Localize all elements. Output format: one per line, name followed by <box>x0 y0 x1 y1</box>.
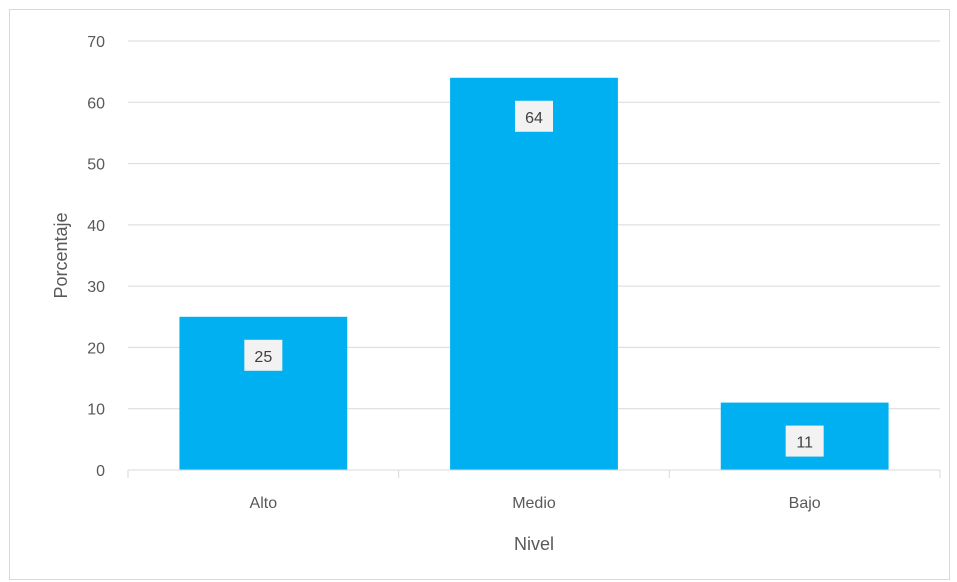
x-axis <box>127 469 941 478</box>
x-tick-label: Alto <box>250 495 278 512</box>
y-tick-labels: 0 10 20 30 40 50 60 70 <box>87 34 105 480</box>
y-tick-label: 30 <box>87 279 105 296</box>
y-tick-label: 10 <box>87 402 105 419</box>
data-label: 64 <box>525 110 543 127</box>
bar-alto <box>179 316 348 470</box>
y-tick-label: 50 <box>87 157 105 174</box>
y-tick-label: 60 <box>87 95 105 112</box>
bars <box>179 77 889 471</box>
bar-medio <box>450 77 618 471</box>
data-labels: 25 64 11 <box>244 100 824 457</box>
y-tick-label: 20 <box>87 340 105 357</box>
data-label: 25 <box>254 349 272 366</box>
x-axis-title: Nivel <box>514 534 554 554</box>
x-tick-labels: Alto Medio Bajo <box>250 495 821 512</box>
y-tick-label: 70 <box>87 34 105 51</box>
data-label-box <box>785 425 824 457</box>
x-tick-label: Medio <box>512 495 556 512</box>
data-label-box <box>244 339 283 371</box>
y-tick-label: 40 <box>87 218 105 235</box>
y-axis-title: Porcentaje <box>51 212 71 298</box>
y-tick-label: 0 <box>96 463 105 480</box>
x-tick-label: Bajo <box>789 495 821 512</box>
data-label: 11 <box>796 435 813 452</box>
data-label-box <box>515 100 553 132</box>
